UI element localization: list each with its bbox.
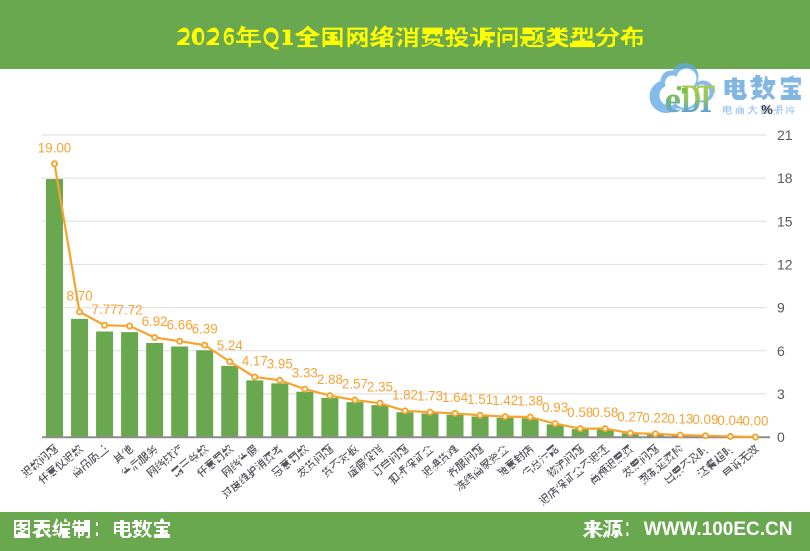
svg-text:6: 6: [777, 343, 785, 359]
svg-text:%: %: [761, 102, 773, 117]
svg-text:7.77: 7.77: [92, 302, 118, 317]
svg-text:6.66: 6.66: [167, 318, 193, 333]
svg-text:WWW.100EC.CN: WWW.100EC.CN: [644, 519, 793, 540]
svg-text:0.04: 0.04: [717, 413, 744, 428]
svg-text:0.22: 0.22: [642, 410, 668, 425]
svg-text:0.93: 0.93: [542, 400, 568, 415]
svg-text:6.39: 6.39: [192, 322, 218, 337]
svg-text:5.24: 5.24: [217, 338, 244, 353]
svg-text:e: e: [665, 80, 681, 121]
svg-text:19.00: 19.00: [38, 140, 72, 155]
svg-text:1.73: 1.73: [417, 389, 443, 404]
svg-text:1.51: 1.51: [467, 392, 493, 407]
svg-text:0.58: 0.58: [567, 405, 593, 420]
svg-text:9: 9: [777, 300, 785, 316]
svg-text:15: 15: [777, 213, 793, 229]
svg-text:2.88: 2.88: [317, 372, 343, 387]
svg-text:1.38: 1.38: [517, 394, 543, 409]
svg-text:T: T: [697, 77, 716, 121]
svg-text:12: 12: [777, 257, 793, 273]
svg-text:3.33: 3.33: [292, 366, 318, 381]
svg-text:6.92: 6.92: [142, 314, 168, 329]
svg-text:1.64: 1.64: [442, 390, 469, 405]
svg-text:0.09: 0.09: [692, 412, 718, 427]
svg-text:4.17: 4.17: [242, 354, 268, 369]
svg-text:3.95: 3.95: [267, 357, 293, 372]
svg-text:1.82: 1.82: [392, 387, 418, 402]
svg-text:21: 21: [777, 127, 793, 143]
svg-text:0.13: 0.13: [667, 412, 693, 427]
svg-text:8.70: 8.70: [66, 288, 92, 303]
svg-text:3: 3: [777, 386, 785, 402]
svg-text:7.72: 7.72: [117, 302, 143, 317]
svg-text:2.57: 2.57: [342, 377, 368, 392]
svg-text:0.00: 0.00: [742, 414, 768, 429]
svg-text:1.42: 1.42: [492, 393, 518, 408]
svg-text:18: 18: [777, 170, 793, 186]
svg-text:0.58: 0.58: [592, 405, 618, 420]
svg-text:0.27: 0.27: [617, 410, 643, 425]
svg-text:2.35: 2.35: [367, 380, 393, 395]
svg-text:0: 0: [777, 429, 785, 445]
